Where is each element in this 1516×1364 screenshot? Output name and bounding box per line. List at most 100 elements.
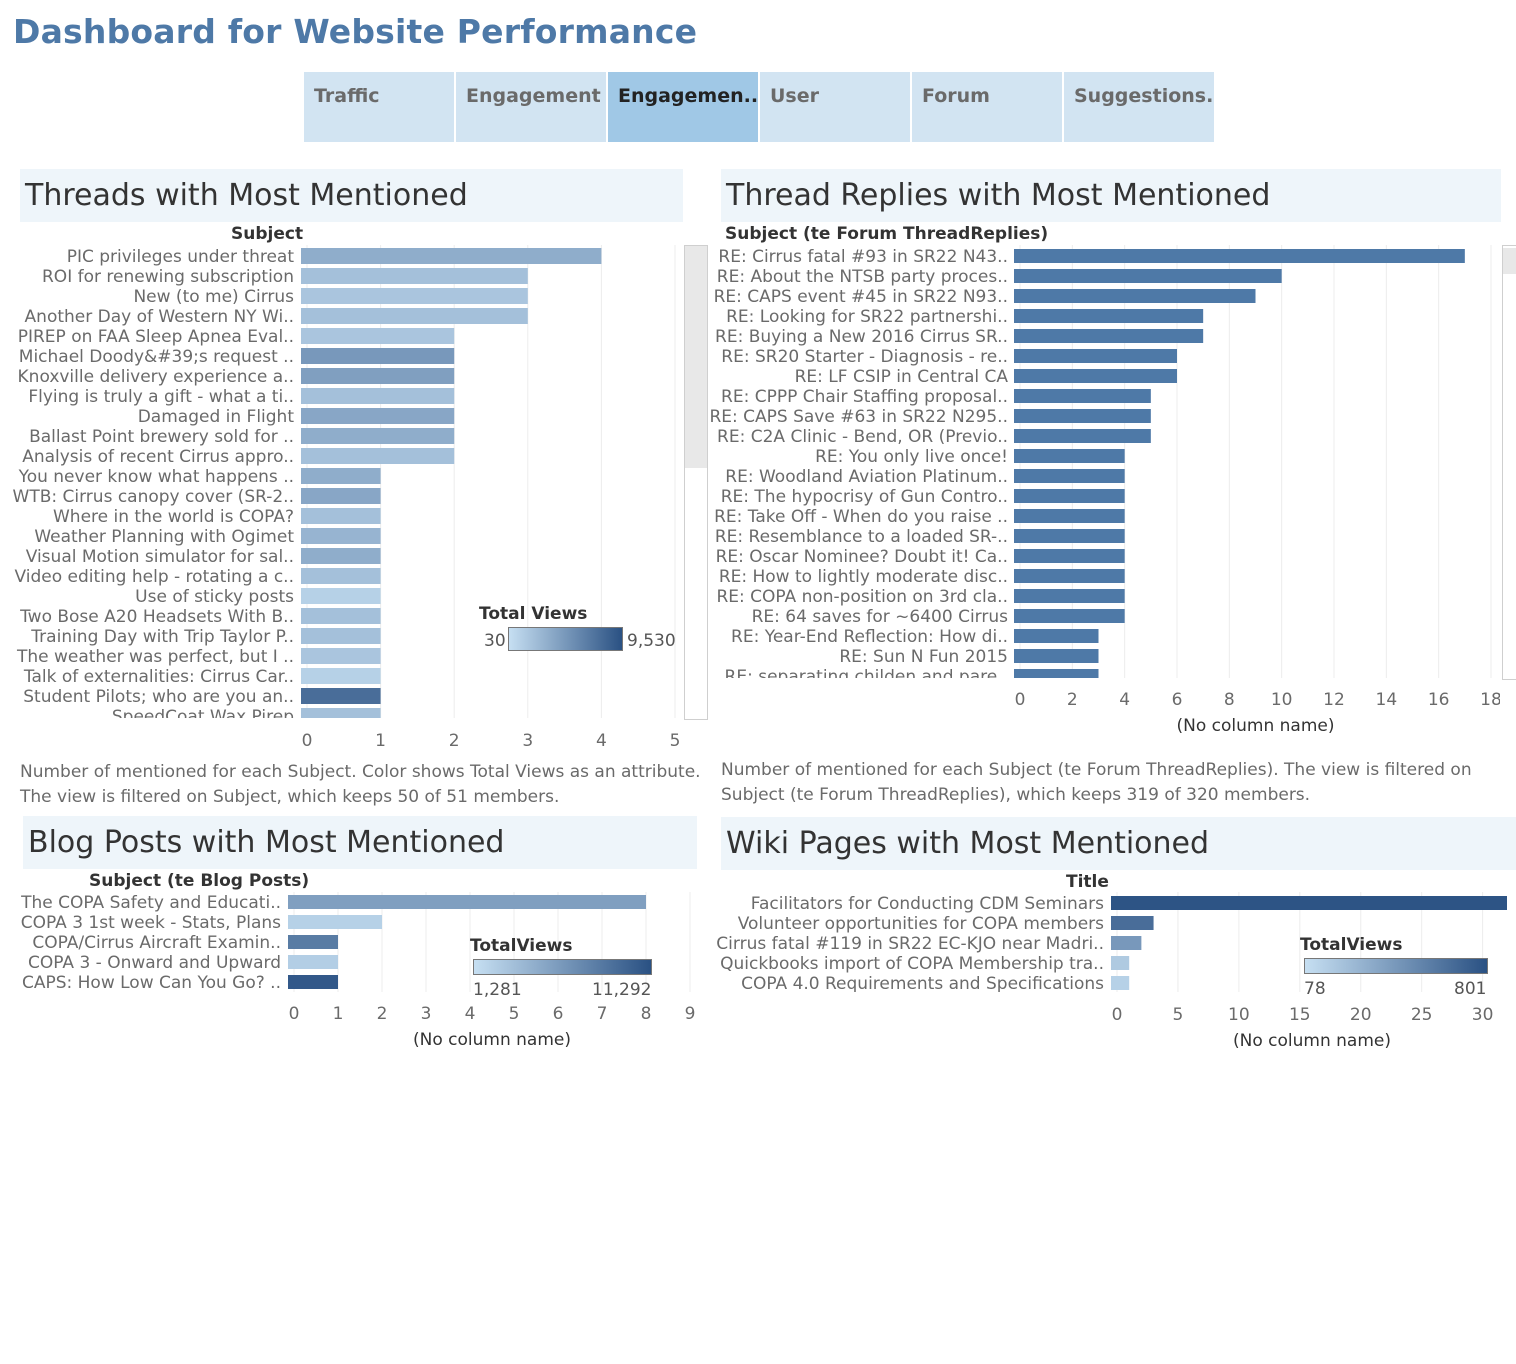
blog-category-label: CAPS: How Low Can You Go? .. [22,973,281,993]
threads-category-label: ROI for renewing subscription [42,267,294,287]
replies-tick-label: 18 [1480,690,1500,710]
blog-bar [288,915,382,929]
tab-traffic[interactable]: Traffic [304,72,454,142]
wiki-category-label: Quickbooks import of COPA Membership tra… [720,954,1104,974]
blog-legend-gradient [473,959,652,975]
blog-panel-title: Blog Posts with Most Mentioned [23,816,697,869]
blog-category-label: COPA/Cirrus Aircraft Examin.. [32,933,281,953]
threads-bar [301,268,528,284]
replies-bar [1014,569,1125,583]
wiki-bar [1111,936,1142,950]
threads-category-label: Talk of externalities: Cirrus Car.. [23,667,294,687]
threads-tick-label: 3 [522,731,533,751]
threads-bar [301,548,381,564]
replies-category-label: RE: Buying a New 2016 Cirrus SR.. [715,327,1008,347]
replies-bar [1014,589,1125,603]
threads-category-label: Two Bose A20 Headsets With B.. [19,607,294,627]
wiki-x-axis-label: (No column name) [1233,1031,1391,1051]
threads-bar [301,588,381,604]
threads-category-label: Weather Planning with Ogimet [34,527,294,547]
threads-bar [301,468,381,484]
threads-category-label: New (to me) Cirrus [133,287,294,307]
threads-scrollbar[interactable] [684,245,708,720]
replies-tick-label: 2 [1067,690,1078,710]
blog-bar [288,935,338,949]
tab-user[interactable]: User [760,72,910,142]
replies-category-label: RE: The hypocrisy of Gun Contro.. [721,487,1008,507]
replies-scrollbar[interactable] [1502,245,1516,680]
replies-category-label: RE: CAPS event #45 in SR22 N93.. [714,287,1008,307]
blog-tick-label: 5 [509,1004,520,1024]
tab-engagement-mentions[interactable]: Engagemen.. [608,72,758,142]
threads-bar [301,448,455,464]
threads-legend-max: 9,530 [627,631,676,651]
blog-legend-min: 1,281 [473,980,522,1000]
blog-tick-label: 7 [597,1004,608,1024]
replies-panel-title: Thread Replies with Most Mentioned [721,169,1501,222]
replies-bar [1014,269,1282,283]
wiki-tick-label: 25 [1411,1005,1433,1025]
wiki-bar [1111,976,1130,990]
replies-bar [1014,309,1204,323]
replies-chart: RE: Cirrus fatal #93 in SR22 N43..RE: Ab… [709,245,1500,736]
replies-bar [1014,289,1256,303]
replies-caption-line1: Number of mentioned for each Subject (te… [721,760,1472,780]
threads-bar [301,488,381,504]
replies-category-label: RE: CAPS Save #63 in SR22 N295.. [709,407,1008,427]
replies-category-label: RE: How to lightly moderate disc.. [719,567,1008,587]
replies-category-label: RE: About the NTSB party proces.. [717,267,1008,287]
replies-category-label: RE: Oscar Nominee? Doubt it! Ca.. [716,547,1008,567]
wiki-tick-label: 30 [1472,1005,1494,1025]
blog-tick-label: 1 [333,1004,344,1024]
wiki-category-label: Facilitators for Conducting CDM Seminars [751,894,1104,914]
replies-category-label: RE: You only live once! [815,447,1008,467]
tab-suggestions[interactable]: Suggestions.. [1064,72,1214,142]
threads-scrollbar-thumb[interactable] [685,246,707,468]
wiki-legend-min: 78 [1304,979,1326,999]
threads-bar [301,308,528,324]
replies-tick-label: 10 [1271,690,1293,710]
replies-bar [1014,469,1125,483]
wiki-column-header: Title [1066,872,1109,892]
threads-tick-label: 0 [302,731,313,751]
replies-bar [1014,609,1125,623]
threads-bar [301,248,602,264]
wiki-tick-label: 5 [1173,1005,1184,1025]
threads-legend-min: 30 [484,631,506,651]
replies-scrollbar-thumb[interactable] [1503,248,1516,274]
threads-caption: Number of mentioned for each Subject. Co… [20,760,710,810]
replies-category-label: RE: COPA non-position on 3rd cla.. [716,587,1008,607]
replies-bar [1014,529,1125,543]
replies-bar [1014,429,1151,443]
replies-tick-label: 16 [1428,690,1450,710]
threads-bar [301,688,381,704]
blog-bar [288,955,338,969]
tab-engagement[interactable]: Engagement [456,72,606,142]
wiki-tick-label: 15 [1289,1005,1311,1025]
replies-category-label: RE: Take Off - When do you raise .. [714,507,1008,527]
threads-category-label: SpeedCoat Wax Pirep [112,707,294,727]
replies-bar [1014,549,1125,563]
replies-bar [1014,449,1125,463]
wiki-category-label: Cirrus fatal #119 in SR22 EC-KJO near Ma… [716,934,1104,954]
threads-caption-line1: Number of mentioned for each Subject. Co… [20,762,701,782]
replies-bar [1014,489,1125,503]
replies-category-label: RE: Looking for SR22 partnershi.. [726,307,1008,327]
replies-category-label: RE: CPPP Chair Staffing proposal.. [721,387,1008,407]
threads-category-label: Video editing help - rotating a c.. [15,567,295,587]
blog-tick-label: 0 [289,1004,300,1024]
wiki-panel-title: Wiki Pages with Most Mentioned [721,817,1516,870]
wiki-bar [1111,956,1130,970]
tab-bar: Traffic Engagement Engagemen.. User Foru… [304,72,1216,142]
threads-category-label: You never know what happens .. [18,467,294,487]
threads-category-label: Visual Motion simulator for sal.. [26,547,294,567]
tab-forum[interactable]: Forum [912,72,1062,142]
blog-category-label: COPA 3 1st week - Stats, Plans [21,913,281,933]
blog-plot-area: The COPA Safety and Educati..COPA 3 1st … [20,892,691,993]
replies-category-label: RE: Sun N Fun 2015 [839,647,1008,667]
threads-category-label: PIREP on FAA Sleep Apnea Eval.. [18,327,294,347]
threads-bar [301,388,455,404]
replies-caption-line2: Subject (te Forum ThreadReplies), which … [721,785,1311,805]
